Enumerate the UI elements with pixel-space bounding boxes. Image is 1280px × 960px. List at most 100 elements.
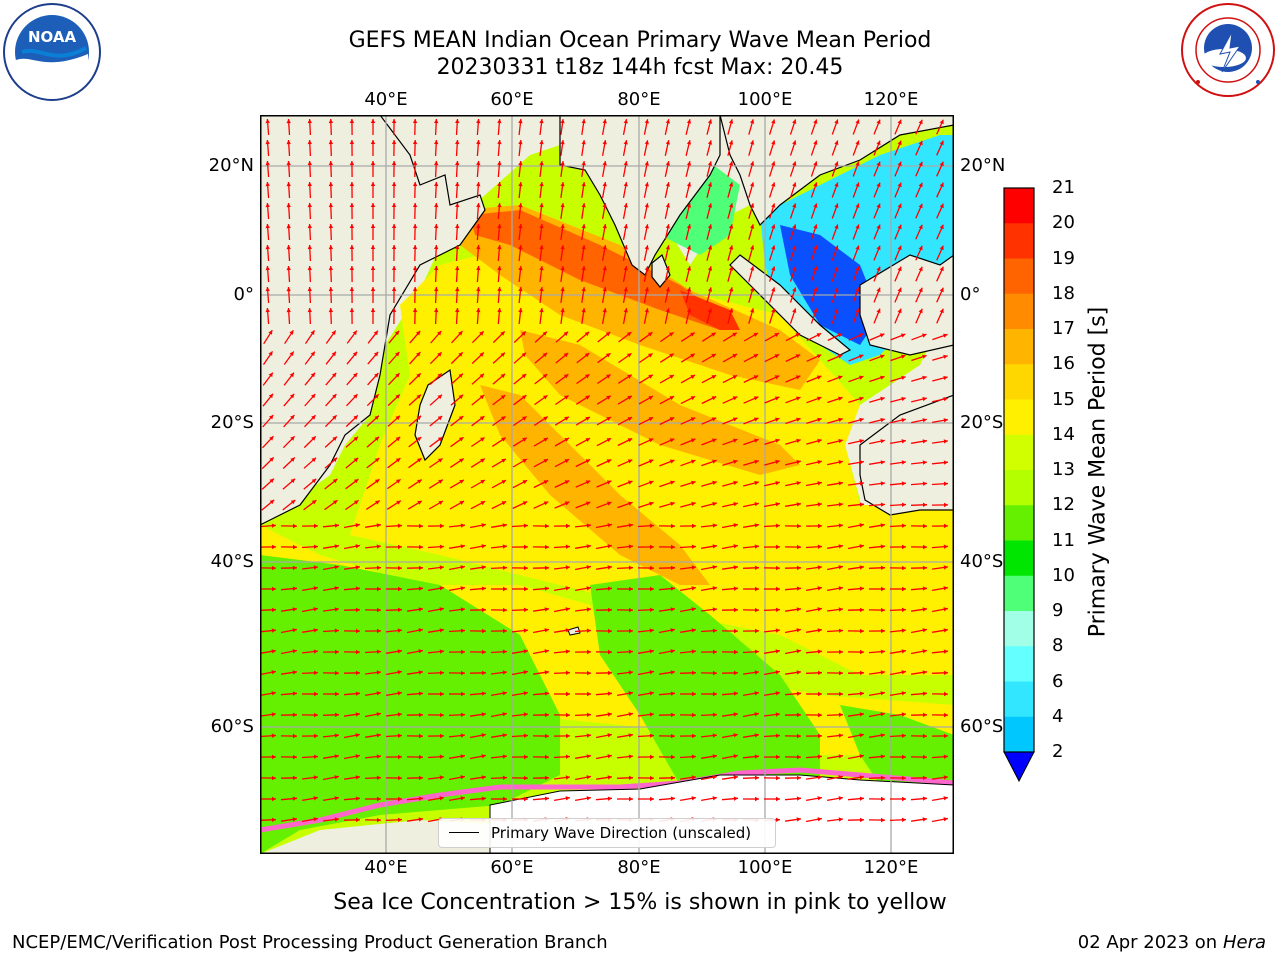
wave-arrow-head bbox=[649, 607, 654, 612]
wave-arrow-head bbox=[502, 565, 507, 570]
wave-arrow-head bbox=[479, 416, 485, 421]
wave-arrow-head bbox=[670, 628, 675, 633]
wave-arrow-head bbox=[728, 287, 734, 292]
map-frame bbox=[260, 115, 954, 854]
ocean-field-orange-band3 bbox=[480, 385, 710, 585]
wave-arrow-head bbox=[901, 628, 906, 633]
wave-arrow-head bbox=[606, 374, 611, 379]
wave-arrow-head bbox=[518, 308, 523, 313]
lon-label-bottom: 120°E bbox=[863, 857, 919, 878]
footer-date-text: 02 Apr 2023 on bbox=[1077, 932, 1223, 953]
wave-arrow-head bbox=[670, 670, 675, 675]
wave-arrow-head bbox=[332, 415, 337, 420]
wave-arrow-head bbox=[650, 586, 654, 592]
wave-arrow-head bbox=[439, 775, 444, 780]
wave-arrow-head bbox=[374, 436, 380, 442]
wave-arrow-head bbox=[712, 565, 717, 570]
wave-arrow-head bbox=[331, 372, 337, 378]
wave-arrow-head bbox=[585, 395, 590, 400]
wave-arrow-head bbox=[481, 754, 486, 759]
wave-arrow-head bbox=[459, 479, 464, 484]
wave-arrow-head bbox=[455, 266, 460, 271]
wave-arrow-head bbox=[644, 308, 649, 313]
wave-arrow-head bbox=[817, 649, 822, 654]
wave-arrow-head bbox=[307, 266, 312, 271]
wave-arrow-head bbox=[732, 417, 738, 422]
wave-arrow-head bbox=[355, 775, 360, 780]
wave-arrow-head bbox=[627, 395, 632, 400]
wave-arrow-head bbox=[440, 733, 444, 739]
wave-arrow-head bbox=[943, 565, 948, 570]
wave-arrow-head bbox=[602, 140, 607, 145]
wave-arrow-head bbox=[671, 523, 675, 529]
land-kerguelen bbox=[567, 626, 581, 636]
wave-arrow-head bbox=[711, 438, 717, 443]
wave-arrow-head bbox=[560, 203, 565, 208]
wave-arrow-head bbox=[455, 287, 460, 292]
wave-arrow-head bbox=[481, 670, 486, 676]
wave-arrow-head bbox=[774, 396, 780, 401]
wave-arrow-head bbox=[395, 436, 401, 442]
wave-arrow-head bbox=[328, 308, 334, 313]
colorbar-segment bbox=[1004, 575, 1034, 612]
wave-arrow-head bbox=[412, 266, 418, 271]
wave-arrow-head bbox=[479, 352, 484, 357]
wave-arrow-head bbox=[334, 544, 339, 549]
wave-arrow-head bbox=[502, 691, 507, 696]
wave-arrow-head bbox=[732, 375, 738, 380]
wave-arrow-head bbox=[728, 203, 734, 208]
wave-arrow-head bbox=[518, 287, 523, 292]
wave-arrow-head bbox=[628, 544, 633, 549]
wave-arrow-head bbox=[792, 287, 797, 292]
wave-arrow-head bbox=[522, 459, 527, 463]
wave-arrow-head bbox=[395, 352, 400, 357]
wave-arrow-head bbox=[455, 161, 460, 166]
wave-arrow-head bbox=[923, 712, 927, 718]
wave-arrow-head bbox=[398, 544, 402, 550]
wave-arrow-head bbox=[518, 182, 523, 187]
wave-arrow-head bbox=[876, 266, 881, 272]
wave-arrow-head bbox=[876, 182, 881, 188]
wave-arrow-head bbox=[439, 649, 444, 654]
colorbar-segment bbox=[1004, 646, 1034, 682]
wave-arrow-head bbox=[397, 817, 402, 822]
wave-arrow-head bbox=[497, 161, 502, 166]
wave-arrow-head bbox=[922, 460, 927, 465]
wave-arrow-head bbox=[796, 712, 801, 718]
footer-credit: NCEP/EMC/Verification Post Processing Pr… bbox=[12, 932, 608, 953]
wave-arrow-head bbox=[497, 182, 502, 187]
wave-arrow-head bbox=[771, 266, 776, 271]
wave-arrow-head bbox=[566, 712, 570, 718]
wave-arrow-head bbox=[292, 628, 297, 633]
wave-arrow-head bbox=[539, 266, 544, 271]
wave-arrow-head bbox=[816, 375, 822, 380]
wave-arrow-head bbox=[733, 544, 738, 549]
ocean-field-green-east bbox=[840, 705, 954, 785]
wave-arrow-head bbox=[587, 649, 591, 655]
wave-arrow-head bbox=[391, 119, 397, 123]
wave-arrow-head bbox=[586, 544, 591, 549]
wave-arrow-head bbox=[434, 308, 439, 313]
wave-arrow-head bbox=[922, 817, 927, 822]
wave-arrow-head bbox=[834, 224, 839, 229]
wave-arrow-head bbox=[501, 501, 507, 506]
wave-arrow-head bbox=[880, 439, 885, 444]
wave-arrow-head bbox=[581, 140, 586, 145]
wave-arrow-head bbox=[733, 480, 738, 486]
wave-arrow-head bbox=[880, 354, 885, 359]
wave-arrow-head bbox=[792, 308, 797, 313]
wave-arrow-head bbox=[711, 354, 716, 358]
land-madagascar bbox=[414, 368, 456, 462]
wave-arrow-head bbox=[311, 478, 317, 484]
wave-arrow-head bbox=[648, 396, 653, 400]
wave-arrow-head bbox=[943, 754, 948, 759]
wave-arrow-head bbox=[855, 245, 860, 250]
colorbar-tick-label: 10 bbox=[1052, 564, 1075, 586]
wave-arrow-head bbox=[901, 649, 906, 654]
wave-arrow-head bbox=[476, 224, 481, 229]
wave-arrow-head bbox=[353, 373, 358, 378]
colorbar-tick-label: 12 bbox=[1052, 494, 1075, 516]
wave-arrow-head bbox=[691, 480, 696, 485]
wave-arrow-head bbox=[476, 161, 481, 166]
lat-label-right: 20°S bbox=[960, 412, 1004, 433]
